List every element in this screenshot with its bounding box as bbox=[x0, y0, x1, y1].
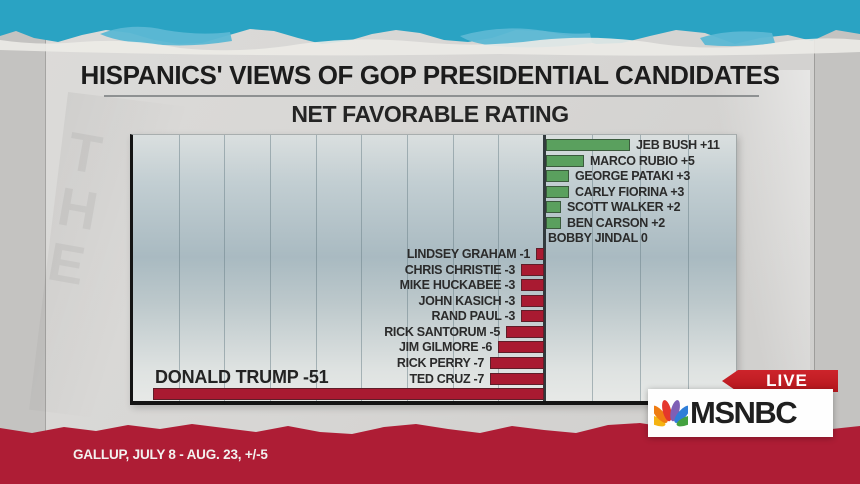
bar-label: CHRIS CHRISTIE -3 bbox=[404, 262, 516, 277]
gridline bbox=[315, 135, 317, 401]
peacock-feather bbox=[662, 400, 672, 422]
torn-paper-bottom bbox=[0, 423, 860, 484]
gridline bbox=[688, 135, 689, 401]
bar bbox=[506, 325, 544, 338]
gridline bbox=[592, 135, 593, 401]
red-band bbox=[0, 423, 860, 484]
network-bug: MSNBC bbox=[648, 389, 833, 437]
title-underline bbox=[104, 95, 759, 97]
torn-white-ridge bbox=[0, 37, 860, 56]
teal-torn-layer bbox=[700, 31, 775, 47]
bar-row: CARLY FIORINA +3 bbox=[133, 184, 736, 199]
bar-row: BEN CARSON +2 bbox=[133, 217, 736, 229]
bar-label: SCOTT WALKER +2 bbox=[567, 200, 681, 215]
bar bbox=[546, 139, 630, 151]
live-label: LIVE bbox=[766, 371, 808, 390]
peacock-feather bbox=[654, 405, 668, 423]
bar bbox=[546, 170, 569, 183]
bar-label: MARCO RUBIO +5 bbox=[590, 153, 695, 168]
bar bbox=[521, 263, 544, 276]
bar-row: JOHN KASICH -3 bbox=[133, 293, 736, 308]
gridline bbox=[270, 135, 271, 401]
bar bbox=[521, 310, 544, 323]
teal-torn-layer bbox=[100, 26, 232, 46]
zero-axis-line bbox=[543, 135, 546, 401]
bar-row: RICK SANTORUM -5 bbox=[133, 326, 736, 338]
bar-row: SCOTT WALKER +2 bbox=[133, 200, 736, 215]
bar bbox=[546, 201, 561, 214]
bar-label: CARLY FIORINA +3 bbox=[575, 184, 685, 199]
bar-row: CHRIS CHRISTIE -3 bbox=[133, 262, 736, 277]
bar-row: RICK PERRY -7 bbox=[133, 357, 736, 369]
bar-label: GEORGE PATAKI +3 bbox=[575, 169, 691, 184]
bar-label: MIKE HUCKABEE -3 bbox=[399, 278, 516, 293]
gridline bbox=[178, 135, 180, 401]
chart-title: HISPANICS' VIEWS OF GOP PRESIDENTIAL CAN… bbox=[80, 60, 780, 90]
bar-label: TED CRUZ -7 bbox=[409, 371, 485, 386]
gridline bbox=[640, 135, 641, 401]
nbc-peacock-icon bbox=[654, 400, 688, 427]
backdrop-left bbox=[0, 0, 45, 484]
bar bbox=[490, 372, 544, 385]
gridline bbox=[452, 135, 454, 401]
bar bbox=[546, 216, 561, 229]
bar-label: RICK SANTORUM -5 bbox=[384, 324, 500, 339]
gridline bbox=[224, 135, 226, 401]
bar-label: JOHN KASICH -3 bbox=[418, 293, 515, 308]
bar-row: TED CRUZ -7 bbox=[133, 371, 736, 386]
bar-row: RAND PAUL -3 bbox=[133, 309, 736, 324]
bar-row: LINDSEY GRAHAM -1 bbox=[133, 248, 736, 260]
bar-row: JIM GILMORE -6 bbox=[133, 340, 736, 355]
gridline bbox=[407, 135, 409, 401]
bar bbox=[546, 185, 569, 198]
torn-paper-top bbox=[0, 0, 860, 56]
bar-label: JIM GILMORE -6 bbox=[398, 340, 492, 355]
bar bbox=[521, 279, 544, 292]
bar-row: BOBBY JINDAL 0 bbox=[133, 231, 736, 246]
bar-row bbox=[133, 388, 736, 401]
bar-label: BEN CARSON +2 bbox=[567, 215, 665, 230]
bar bbox=[521, 294, 544, 307]
bar bbox=[498, 341, 544, 354]
bar-label: BOBBY JINDAL 0 bbox=[548, 231, 648, 246]
bar-label: RICK PERRY -7 bbox=[396, 355, 484, 370]
bar-label: RAND PAUL -3 bbox=[431, 309, 516, 324]
bar-row: MIKE HUCKABEE -3 bbox=[133, 279, 736, 291]
teal-band bbox=[0, 0, 860, 44]
bar bbox=[536, 247, 544, 260]
bar-label: LINDSEY GRAHAM -1 bbox=[406, 246, 530, 261]
chart-plot-area: JEB BUSH +11 MARCO RUBIO +5 GEORGE PATAKI … bbox=[130, 134, 737, 405]
network-name: MSNBC bbox=[690, 395, 798, 430]
peacock-feather bbox=[676, 415, 688, 427]
bar bbox=[153, 388, 544, 401]
bar-row: GEORGE PATAKI +3 bbox=[133, 170, 736, 182]
peacock-feather bbox=[654, 415, 666, 427]
chart-subtitle: NET FAVORABLE RATING bbox=[291, 101, 569, 127]
gridline bbox=[361, 135, 363, 401]
bar-row: JEB BUSH +11 bbox=[133, 139, 736, 151]
bar bbox=[490, 356, 544, 369]
bar-label-large: DONALD TRUMP -51 bbox=[155, 367, 329, 388]
source-attribution: GALLUP, JULY 8 - AUG. 23, +/-5 bbox=[73, 447, 268, 462]
bar-row: MARCO RUBIO +5 bbox=[133, 153, 736, 168]
bar bbox=[546, 154, 584, 167]
gridline bbox=[498, 135, 500, 401]
live-badge: LIVE bbox=[722, 370, 838, 392]
bar-label: JEB BUSH +11 bbox=[636, 138, 720, 152]
peacock-feather bbox=[674, 405, 688, 423]
